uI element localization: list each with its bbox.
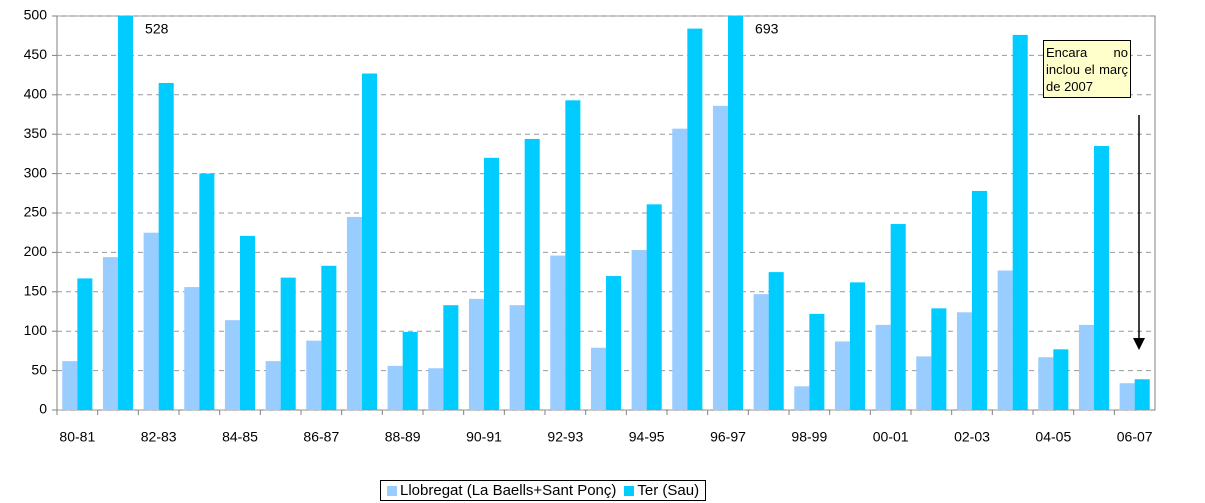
bar [443,305,459,410]
bar [321,265,337,410]
bar [468,298,484,410]
y-tick-label: 200 [24,243,48,259]
y-tick-label: 250 [24,204,48,220]
data-label: 528 [145,21,169,37]
x-tick-label: 00-01 [873,429,909,445]
bar [565,100,581,410]
bar [1094,146,1110,410]
bar [606,276,622,410]
bar [712,105,728,410]
legend-label: Ter (Sau) [637,482,700,499]
bar [509,305,525,410]
x-tick-label: 04-05 [1035,429,1071,445]
bar [687,28,703,410]
y-tick-label: 450 [24,46,48,62]
bar [199,173,215,410]
bar [306,340,322,410]
y-tick-label: 50 [31,361,47,377]
bar [834,341,850,410]
x-tick-label: 86-87 [303,429,339,445]
arrow-head [1133,338,1145,350]
bar [1053,349,1069,410]
bar [62,361,78,410]
bar [768,272,784,410]
bar [850,282,866,410]
y-tick-label: 400 [24,86,48,102]
bar [184,287,200,410]
bar [158,82,174,410]
legend-swatch [387,485,397,496]
bar [280,277,296,410]
bar [143,232,159,410]
bar [1078,324,1094,410]
x-tick-label: 98-99 [791,429,827,445]
x-tick-label: 02-03 [954,429,990,445]
x-tick-label: 90-91 [466,429,502,445]
x-tick-label: 96-97 [710,429,746,445]
y-tick-label: 150 [24,283,48,299]
bar [890,224,906,410]
bar [590,347,606,410]
bar [956,312,972,410]
y-tick-label: 300 [24,164,48,180]
x-tick-label: 88-89 [385,429,421,445]
bar [118,16,134,410]
bar [102,257,118,410]
bar [224,320,240,410]
x-tick-label: 84-85 [222,429,258,445]
bar [972,190,988,410]
bar [1119,383,1135,410]
x-tick-label: 06-07 [1117,429,1153,445]
y-tick-label: 100 [24,322,48,338]
bar [1012,34,1028,410]
bar [1038,357,1054,410]
bar [265,361,281,410]
bar [997,270,1013,410]
y-tick-label: 350 [24,125,48,141]
bar [753,294,769,410]
bar [362,73,378,410]
bar [931,308,947,410]
bar [728,16,744,410]
bar [524,138,540,410]
bar [387,365,403,410]
bar [346,216,362,410]
bar [794,386,810,410]
bar [916,356,932,410]
annotation: Encara no inclou el març de 2007 [1043,40,1131,98]
bar [672,128,688,410]
legend-swatch [624,485,635,496]
x-tick-label: 92-93 [547,429,583,445]
y-tick-label: 500 [24,7,48,23]
bar [550,255,566,410]
bar [809,313,825,410]
bar [240,235,256,410]
x-tick-label: 80-81 [59,429,95,445]
bar [428,368,444,410]
bar [1134,379,1150,410]
x-tick-label: 94-95 [629,429,665,445]
y-tick-label: 0 [39,401,47,417]
bar [875,324,891,410]
bar [77,278,93,410]
legend-label: Llobregat (La Baells+Sant Ponç) [400,482,617,499]
bar [484,157,500,410]
legend: Llobregat (La Baells+Sant Ponç) Ter (Sau) [380,480,707,501]
x-tick-label: 82-83 [141,429,177,445]
bar [631,250,647,410]
bar [646,204,662,410]
bar [402,331,418,410]
data-label: 693 [755,21,779,37]
